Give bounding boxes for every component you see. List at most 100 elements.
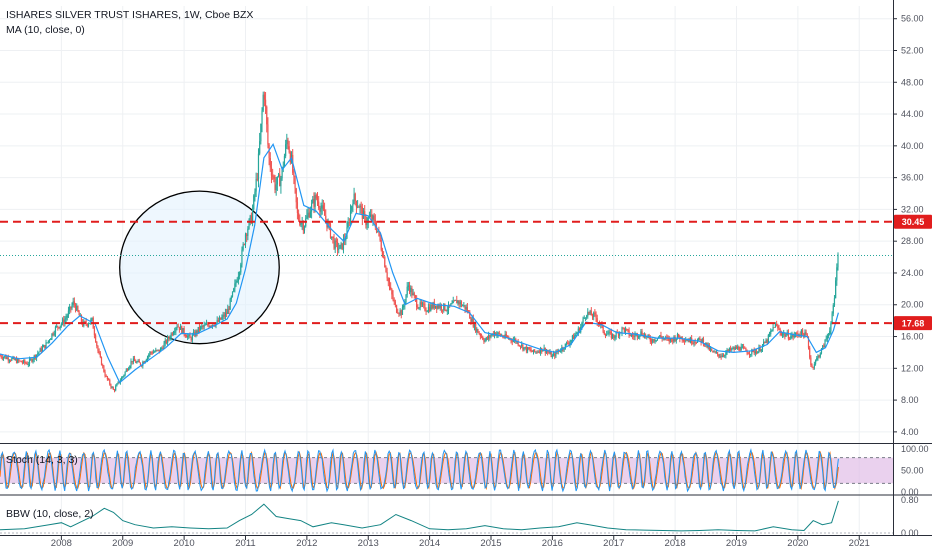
candle-body [569, 342, 571, 345]
candle-body [85, 321, 87, 324]
candle-body [573, 335, 575, 339]
candle-body [722, 355, 725, 357]
candle-body [281, 167, 283, 179]
candle-body [159, 348, 162, 353]
candle-body [377, 230, 379, 232]
candle-body [731, 348, 733, 350]
candle-body [270, 167, 273, 176]
candle-body [596, 318, 598, 323]
candle-body [739, 349, 741, 351]
candle-body [128, 368, 130, 371]
candle-body [374, 219, 376, 227]
candle-body [443, 303, 445, 311]
bbw-y-tick-label: 0.80 [901, 495, 919, 505]
candle-body [397, 312, 399, 314]
candle-body [779, 329, 781, 333]
candle-body [564, 343, 566, 349]
candle-body [202, 326, 204, 328]
candle-body [40, 348, 42, 352]
candle-body [131, 361, 133, 363]
candle-body [136, 361, 138, 363]
candle-body [331, 236, 333, 238]
candle-body [200, 326, 202, 330]
candle-body [609, 331, 611, 333]
candle-body [672, 339, 674, 342]
candle-body [819, 353, 821, 357]
candle-body [796, 332, 798, 334]
candle-body [165, 340, 168, 344]
candle-body [673, 336, 675, 342]
candle-body [146, 356, 149, 360]
candle-body [536, 351, 538, 353]
candle-body [774, 324, 777, 328]
candle-body [203, 324, 205, 327]
candle-body [832, 305, 834, 314]
y-tick-label: 12.00 [901, 363, 924, 373]
candle-body [427, 307, 430, 312]
candle-body [814, 360, 817, 365]
candle-body [568, 343, 570, 345]
x-tick-label: 2009 [112, 538, 133, 549]
candle-body [423, 303, 425, 305]
candle-body [818, 355, 820, 357]
candle-body [531, 351, 533, 353]
candle-body [386, 272, 388, 279]
candle-body [718, 354, 720, 357]
candle-body [302, 222, 304, 231]
candle-body [833, 298, 836, 306]
candle-body [484, 340, 486, 342]
candle-body [318, 201, 320, 208]
candle-body [242, 244, 244, 250]
candle-body [13, 357, 15, 360]
candle-body [175, 327, 177, 332]
candle-body [177, 326, 179, 328]
candle-body [379, 232, 381, 241]
candle-body [69, 306, 71, 311]
candle-body [182, 328, 184, 334]
candle-body [323, 209, 326, 216]
candle-body [771, 329, 773, 331]
candle-body [713, 351, 715, 353]
candle-body [809, 347, 811, 358]
candle-body [460, 301, 463, 306]
candle-body [519, 345, 522, 347]
candle-body [115, 386, 117, 391]
candle-body [109, 379, 111, 385]
candle-body [184, 334, 186, 337]
candle-body [811, 365, 813, 367]
candle-body [499, 333, 502, 336]
candle-body [534, 349, 536, 352]
candle-body [735, 347, 738, 349]
candle-body [288, 146, 290, 153]
candle-body [585, 316, 588, 318]
candle-body [804, 332, 806, 338]
candle-body [787, 332, 790, 339]
candle-body [189, 334, 191, 338]
candle-body [728, 348, 731, 352]
candle-body [617, 332, 620, 336]
bbw-legend-label: BBW (10, close, 2) [6, 508, 94, 520]
candle-body [334, 240, 336, 249]
candle-body [463, 305, 465, 306]
candle-body [454, 299, 457, 301]
candle-body [187, 335, 189, 338]
candle-body [223, 314, 225, 317]
candle-body [48, 340, 51, 341]
circle-annotation[interactable] [119, 190, 280, 345]
candle-body [342, 238, 345, 250]
candle-body [442, 309, 444, 311]
candle-body [250, 215, 252, 224]
candle-body [574, 335, 576, 339]
candle-body [480, 336, 483, 337]
candle-body [760, 349, 762, 352]
candle-body [260, 123, 262, 142]
candle-body [269, 158, 271, 168]
candle-body [558, 351, 561, 352]
candle-body [76, 306, 78, 311]
candle-body [803, 333, 805, 338]
candle-body [261, 110, 263, 124]
candle-body [395, 305, 398, 313]
candle-body [64, 319, 66, 324]
y-tick-label: 44.00 [901, 109, 924, 119]
